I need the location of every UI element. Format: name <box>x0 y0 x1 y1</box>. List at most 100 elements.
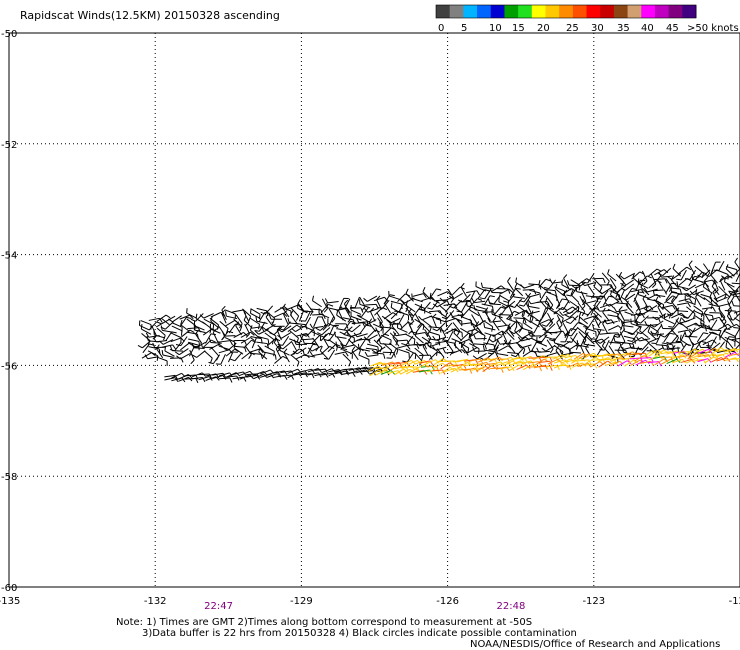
wind-barb <box>181 329 195 338</box>
barb-shaft <box>148 317 160 321</box>
barb-feather <box>456 310 462 313</box>
barb-shaft <box>653 299 664 305</box>
barb-feather <box>519 304 525 307</box>
barb-feather <box>429 326 432 332</box>
barb-shaft <box>367 329 376 339</box>
wind-barb <box>483 322 496 331</box>
wind-barb <box>499 288 514 295</box>
barb-feather <box>693 313 696 319</box>
colorbar-swatch <box>613 5 629 18</box>
wind-barb <box>541 345 556 352</box>
barb-feather <box>657 349 663 354</box>
barb-shaft <box>312 300 322 308</box>
barb-feather <box>290 310 294 316</box>
barb-shaft <box>283 313 289 325</box>
barb-shaft <box>327 301 339 304</box>
barb-feather <box>469 332 474 337</box>
barb-feather <box>649 305 654 311</box>
barb-feather <box>152 342 156 348</box>
barb-feather <box>208 337 212 343</box>
wind-barb <box>615 289 626 300</box>
barb-shaft <box>401 359 412 366</box>
barb-feather <box>594 314 599 319</box>
barb-feather <box>472 346 475 352</box>
barb-feather <box>297 298 302 304</box>
wind-barb <box>353 332 368 338</box>
barb-feather <box>391 321 395 327</box>
barb-shaft <box>711 342 721 351</box>
wind-barb <box>203 318 215 330</box>
barb-feather <box>473 304 476 310</box>
barb-shaft <box>470 363 482 367</box>
barb-shaft <box>307 372 319 376</box>
barb-feather <box>659 314 664 319</box>
wind-barb <box>688 260 696 275</box>
barb-shaft <box>710 274 718 284</box>
barb-shaft <box>584 282 596 287</box>
barb-feather <box>338 371 343 376</box>
barb-shaft <box>420 308 432 315</box>
barb-shaft <box>716 357 728 362</box>
barb-shaft <box>692 325 703 333</box>
barb-shaft <box>212 372 224 376</box>
colorbar-label: 15 <box>512 23 525 34</box>
barb-shaft <box>362 370 374 373</box>
barb-feather <box>317 332 323 336</box>
barb-shaft <box>368 367 381 370</box>
barb-shaft <box>693 310 705 316</box>
wind-barb <box>592 323 605 331</box>
barb-feather <box>514 283 518 289</box>
colorbar-label: 0 <box>438 23 444 34</box>
wind-barb <box>545 295 554 310</box>
barb-shaft <box>210 342 222 344</box>
barb-shaft <box>704 353 715 358</box>
barb-feather <box>169 345 173 351</box>
wind-barb <box>636 341 650 351</box>
barb-shaft <box>671 358 683 364</box>
barb-shaft <box>372 323 384 330</box>
barb-feather <box>422 286 426 292</box>
barb-shaft <box>440 326 447 337</box>
barb-feather <box>541 324 547 327</box>
wind-barb <box>295 353 310 360</box>
barb-shaft <box>529 289 541 294</box>
barb-shaft <box>724 281 735 288</box>
barb-shaft <box>696 332 704 343</box>
barb-shaft <box>414 363 426 370</box>
barb-feather <box>384 299 388 304</box>
barb-feather <box>405 300 409 306</box>
barb-shaft <box>624 359 634 367</box>
wind-barb <box>482 365 497 373</box>
barb-feather <box>677 346 679 352</box>
barb-feather <box>672 263 676 269</box>
wind-barb <box>570 289 580 303</box>
barb-shaft <box>239 370 251 376</box>
barb-feather <box>208 361 214 365</box>
barb-feather <box>712 279 716 285</box>
y-tick-label: -60 <box>1 583 17 594</box>
barb-shaft <box>546 352 558 357</box>
wind-barb <box>307 368 322 373</box>
barb-feather <box>484 289 490 292</box>
wind-barb <box>208 354 221 365</box>
wind-barb <box>371 346 386 354</box>
barb-feather <box>361 306 366 311</box>
barb-shaft <box>602 345 611 355</box>
wind-barb <box>670 275 680 289</box>
barb-shaft <box>522 363 534 371</box>
barb-feather <box>590 310 594 316</box>
wind-barb <box>138 320 150 331</box>
wind-barb <box>668 317 680 328</box>
barb-shaft <box>718 323 729 331</box>
wind-barb <box>665 291 678 301</box>
barb-shaft <box>481 303 493 307</box>
barb-shaft <box>569 309 579 318</box>
barb-feather <box>577 362 582 368</box>
barb-feather <box>340 343 344 348</box>
barb-feather <box>356 318 360 323</box>
barb-feather <box>595 340 601 344</box>
barb-shaft <box>258 312 266 323</box>
wind-barb <box>357 343 370 352</box>
barb-feather <box>686 266 692 271</box>
barb-shaft <box>377 317 385 328</box>
